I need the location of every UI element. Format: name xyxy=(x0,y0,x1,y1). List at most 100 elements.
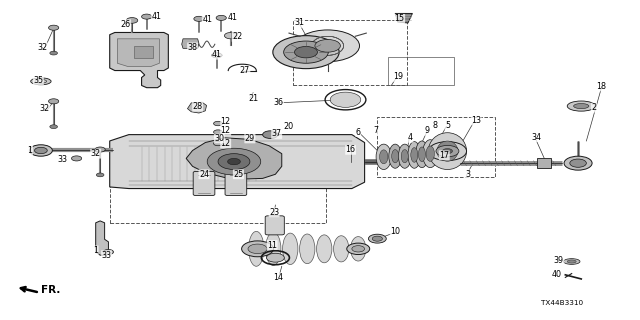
Text: 12: 12 xyxy=(221,126,231,135)
Text: 36: 36 xyxy=(273,98,284,107)
Ellipse shape xyxy=(428,133,467,170)
Polygon shape xyxy=(186,138,282,179)
Circle shape xyxy=(218,154,250,170)
Circle shape xyxy=(95,147,105,152)
Bar xyxy=(293,20,406,85)
Circle shape xyxy=(141,14,152,19)
Ellipse shape xyxy=(380,150,388,164)
Circle shape xyxy=(126,18,138,23)
Text: 26: 26 xyxy=(120,20,131,29)
Text: 16: 16 xyxy=(346,145,356,154)
Text: 22: 22 xyxy=(232,32,243,41)
Ellipse shape xyxy=(401,149,408,163)
Text: 18: 18 xyxy=(596,82,607,91)
Polygon shape xyxy=(182,39,199,48)
Text: 5: 5 xyxy=(445,121,450,130)
Circle shape xyxy=(49,25,59,30)
Polygon shape xyxy=(188,102,207,113)
Text: FR.: FR. xyxy=(41,285,60,295)
Text: 35: 35 xyxy=(33,76,44,85)
FancyBboxPatch shape xyxy=(193,172,215,196)
FancyBboxPatch shape xyxy=(265,216,284,235)
Circle shape xyxy=(228,158,241,165)
Text: 3: 3 xyxy=(465,170,470,179)
Text: 11: 11 xyxy=(268,241,277,250)
Text: 32: 32 xyxy=(38,43,48,52)
Circle shape xyxy=(296,30,360,62)
Ellipse shape xyxy=(333,236,349,262)
Text: 13: 13 xyxy=(471,116,481,125)
Bar xyxy=(388,57,454,85)
Ellipse shape xyxy=(408,142,420,168)
Polygon shape xyxy=(96,221,108,255)
Text: 41: 41 xyxy=(212,50,222,59)
Circle shape xyxy=(103,250,113,254)
Circle shape xyxy=(207,148,260,175)
Polygon shape xyxy=(109,135,365,188)
Circle shape xyxy=(216,15,227,20)
Circle shape xyxy=(347,243,370,254)
Text: 17: 17 xyxy=(439,151,449,160)
Circle shape xyxy=(372,236,383,241)
Ellipse shape xyxy=(283,233,298,265)
Ellipse shape xyxy=(300,234,315,264)
Polygon shape xyxy=(109,32,168,88)
Circle shape xyxy=(428,142,467,161)
Circle shape xyxy=(570,159,586,167)
Ellipse shape xyxy=(422,140,438,168)
Bar xyxy=(378,117,495,178)
Text: 7: 7 xyxy=(374,126,379,135)
Text: 41: 41 xyxy=(228,13,237,22)
Text: 8: 8 xyxy=(433,121,438,130)
Text: 6: 6 xyxy=(356,128,361,137)
Circle shape xyxy=(72,156,82,161)
Text: 29: 29 xyxy=(244,134,255,143)
Text: 23: 23 xyxy=(269,208,279,217)
Circle shape xyxy=(49,99,59,104)
Text: 41: 41 xyxy=(202,15,212,24)
Text: 41: 41 xyxy=(151,12,161,21)
Ellipse shape xyxy=(317,235,332,263)
Text: 4: 4 xyxy=(408,133,413,142)
Bar xyxy=(537,158,550,168)
Text: 15: 15 xyxy=(395,14,404,23)
Text: 33: 33 xyxy=(102,251,111,260)
Circle shape xyxy=(266,253,284,262)
Text: 33: 33 xyxy=(57,155,67,164)
Circle shape xyxy=(564,156,592,170)
Text: 34: 34 xyxy=(532,133,541,142)
Ellipse shape xyxy=(351,236,366,261)
Ellipse shape xyxy=(411,148,418,162)
Circle shape xyxy=(442,148,452,154)
Text: 10: 10 xyxy=(390,227,400,236)
Text: 40: 40 xyxy=(552,270,562,279)
Circle shape xyxy=(315,39,340,52)
Text: 9: 9 xyxy=(424,126,429,135)
Text: 30: 30 xyxy=(214,134,224,143)
Circle shape xyxy=(369,234,387,243)
Ellipse shape xyxy=(567,101,595,111)
Text: 31: 31 xyxy=(294,19,305,28)
Text: 12: 12 xyxy=(221,117,231,126)
Ellipse shape xyxy=(266,232,281,265)
Text: 25: 25 xyxy=(234,170,244,179)
Text: 24: 24 xyxy=(199,170,209,179)
Text: 12: 12 xyxy=(221,139,231,148)
Text: 1: 1 xyxy=(28,146,33,155)
Ellipse shape xyxy=(398,144,411,168)
Circle shape xyxy=(35,147,47,154)
Ellipse shape xyxy=(415,141,428,168)
Polygon shape xyxy=(117,39,159,67)
Ellipse shape xyxy=(563,259,580,264)
Circle shape xyxy=(330,92,361,107)
Circle shape xyxy=(436,145,459,157)
Circle shape xyxy=(225,32,237,39)
Circle shape xyxy=(284,41,328,63)
Circle shape xyxy=(352,246,365,252)
Text: 20: 20 xyxy=(283,122,293,131)
Text: 27: 27 xyxy=(240,66,250,75)
Circle shape xyxy=(29,145,52,156)
Text: TX44B3310: TX44B3310 xyxy=(541,300,583,306)
Text: 32: 32 xyxy=(91,149,100,158)
Circle shape xyxy=(273,36,339,68)
